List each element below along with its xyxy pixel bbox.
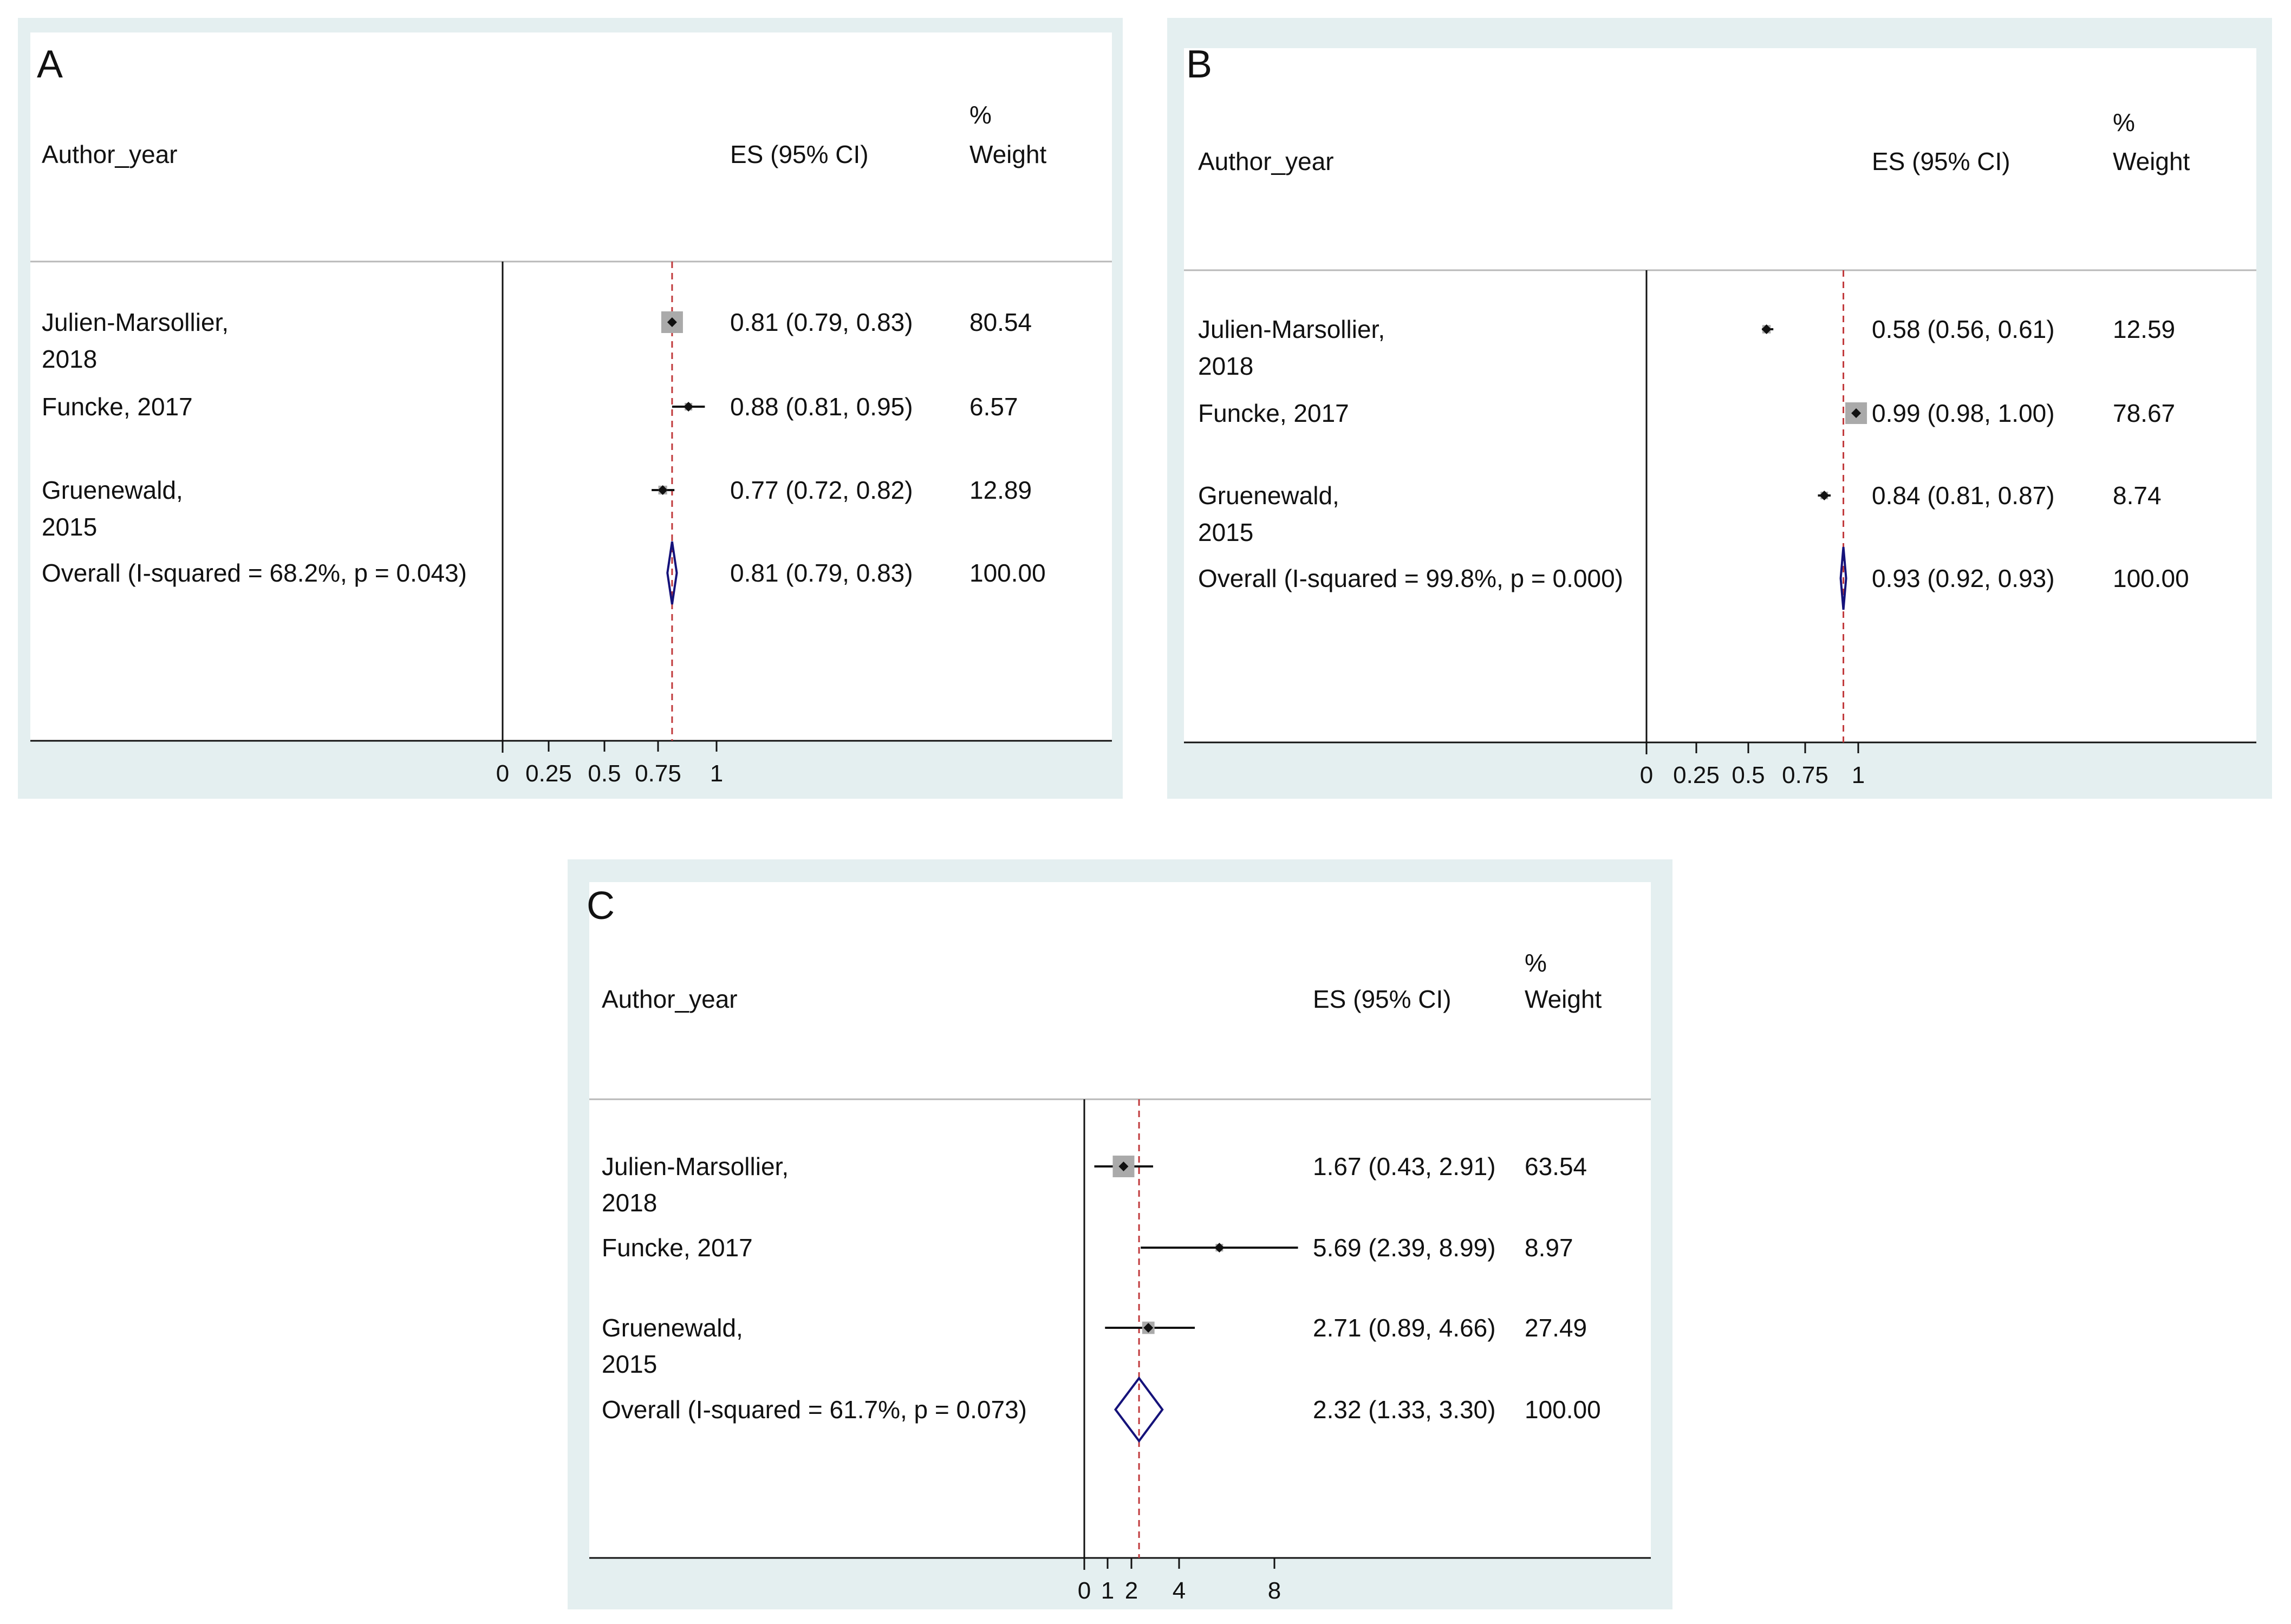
x-tick-label: 0 — [1078, 1577, 1091, 1604]
study-es-ci: 0.88 (0.81, 0.95) — [730, 393, 913, 421]
x-tick-label: 1 — [710, 760, 723, 787]
study-es-ci: 0.99 (0.98, 1.00) — [1872, 399, 2055, 427]
weight-column-header-percent: % — [969, 101, 992, 129]
study-es-ci: 2.71 (0.89, 4.66) — [1313, 1314, 1496, 1342]
panel-label: A — [37, 43, 63, 86]
study-point — [684, 402, 694, 412]
x-tick-label: 2 — [1125, 1577, 1138, 1604]
panel-label: C — [587, 884, 615, 928]
panel-label: B — [1186, 43, 1212, 86]
overall-diamond — [1114, 1376, 1164, 1443]
overall-label: Overall (I-squared = 99.8%, p = 0.000) — [1198, 564, 1623, 592]
overall-es-ci: 0.93 (0.92, 0.93) — [1872, 564, 2055, 592]
study-label: 2018 — [42, 345, 97, 373]
study-weight: 27.49 — [1525, 1314, 1587, 1342]
study-weight: 8.74 — [2113, 481, 2162, 510]
es-column-header: ES (95% CI) — [730, 140, 869, 168]
study-label: Julien-Marsollier, — [602, 1152, 789, 1181]
study-weight: 8.97 — [1525, 1234, 1573, 1262]
weight-column-header-percent: % — [2113, 108, 2135, 136]
study-label: Funcke, 2017 — [602, 1234, 753, 1262]
author-column-header: Author_year — [602, 985, 738, 1013]
x-tick-label: 4 — [1173, 1577, 1186, 1604]
overall-diamond — [666, 541, 678, 605]
forest-plot-panel-a: A Author_year ES (95% CI)% Weight 0 0.25 0.5 0.… — [18, 18, 1123, 799]
study-point — [658, 485, 668, 495]
study-weight: 63.54 — [1525, 1152, 1587, 1181]
weight-column-header: Weight — [969, 140, 1047, 168]
x-tick-label: 0.5 — [588, 760, 621, 787]
study-label: Julien-Marsollier, — [1198, 315, 1385, 343]
weight-column-header: Weight — [2113, 147, 2190, 175]
forest-plot-b-svg: B Author_year ES (95% CI)% Weight 0 0.25 0.5 0.… — [1184, 43, 2256, 788]
overall-es-ci: 2.32 (1.33, 3.30) — [1313, 1395, 1496, 1424]
study-point — [1214, 1243, 1225, 1253]
forest-plot-panel-b: B Author_year ES (95% CI)% Weight 0 0.25 0.5 0.… — [1167, 18, 2272, 799]
es-column-header: ES (95% CI) — [1313, 985, 1452, 1013]
overall-weight: 100.00 — [969, 559, 1046, 587]
study-point — [1761, 324, 1772, 334]
weight-column-header: Weight — [1525, 985, 1602, 1013]
study-label: 2018 — [602, 1189, 657, 1217]
overall-weight: 100.00 — [1525, 1395, 1601, 1424]
x-tick-label: 1 — [1101, 1577, 1114, 1604]
study-label: 2015 — [602, 1350, 657, 1378]
study-point — [1143, 1323, 1154, 1333]
study-label: Funcke, 2017 — [42, 393, 193, 421]
study-es-ci: 1.67 (0.43, 2.91) — [1313, 1152, 1496, 1181]
study-weight: 78.67 — [2113, 399, 2175, 427]
x-tick-label: 0.25 — [525, 760, 572, 787]
study-label: 2015 — [42, 513, 97, 541]
study-es-ci: 5.69 (2.39, 8.99) — [1313, 1234, 1496, 1262]
overall-label: Overall (I-squared = 61.7%, p = 0.073) — [602, 1395, 1027, 1424]
forest-plot-panel-c: C Author_year ES (95% CI)% Weight 0 1 2 4 8 Julie… — [568, 859, 1672, 1609]
study-es-ci: 0.84 (0.81, 0.87) — [1872, 481, 2055, 510]
forest-plot-c-svg: C Author_year ES (95% CI)% Weight 0 1 2 4 8 Julie… — [587, 882, 1651, 1604]
study-label: Gruenewald, — [1198, 481, 1339, 510]
study-label: 2018 — [1198, 352, 1253, 380]
x-tick-label: 0.25 — [1673, 762, 1720, 788]
forest-plot-a-svg: A Author_year ES (95% CI)% Weight 0 0.25 0.5 0.… — [30, 32, 1112, 787]
overall-label: Overall (I-squared = 68.2%, p = 0.043) — [42, 559, 467, 587]
study-weight: 6.57 — [969, 393, 1018, 421]
x-tick-label: 0.75 — [635, 760, 681, 787]
x-tick-label: 0.75 — [1782, 762, 1828, 788]
study-weight: 12.89 — [969, 476, 1032, 504]
author-column-header: Author_year — [42, 140, 178, 168]
weight-column-header-percent: % — [1525, 949, 1547, 977]
plot-area — [1184, 48, 2256, 742]
plot-area — [589, 882, 1651, 1558]
study-es-ci: 0.81 (0.79, 0.83) — [730, 308, 913, 336]
study-point — [667, 317, 677, 327]
x-tick-label: 8 — [1268, 1577, 1281, 1604]
study-weight: 80.54 — [969, 308, 1032, 336]
overall-weight: 100.00 — [2113, 564, 2189, 592]
study-es-ci: 0.58 (0.56, 0.61) — [1872, 315, 2055, 343]
study-label: Funcke, 2017 — [1198, 399, 1349, 427]
x-tick-label: 0 — [1640, 762, 1653, 788]
author-column-header: Author_year — [1198, 147, 1334, 175]
x-tick-label: 0.5 — [1732, 762, 1765, 788]
x-tick-label: 1 — [1852, 762, 1865, 788]
study-label: Gruenewald, — [602, 1314, 743, 1342]
study-label: 2015 — [1198, 518, 1253, 546]
overall-es-ci: 0.81 (0.79, 0.83) — [730, 559, 913, 587]
study-label: Gruenewald, — [42, 476, 183, 504]
study-point — [1819, 491, 1830, 500]
x-tick-label: 0 — [496, 760, 509, 787]
overall-diamond — [1839, 546, 1847, 610]
study-point — [1118, 1162, 1129, 1171]
study-label: Julien-Marsollier, — [42, 308, 229, 336]
study-es-ci: 0.77 (0.72, 0.82) — [730, 476, 913, 504]
study-weight: 12.59 — [2113, 315, 2175, 343]
plot-area — [30, 32, 1112, 741]
study-point — [1851, 408, 1862, 418]
es-column-header: ES (95% CI) — [1872, 147, 2010, 175]
